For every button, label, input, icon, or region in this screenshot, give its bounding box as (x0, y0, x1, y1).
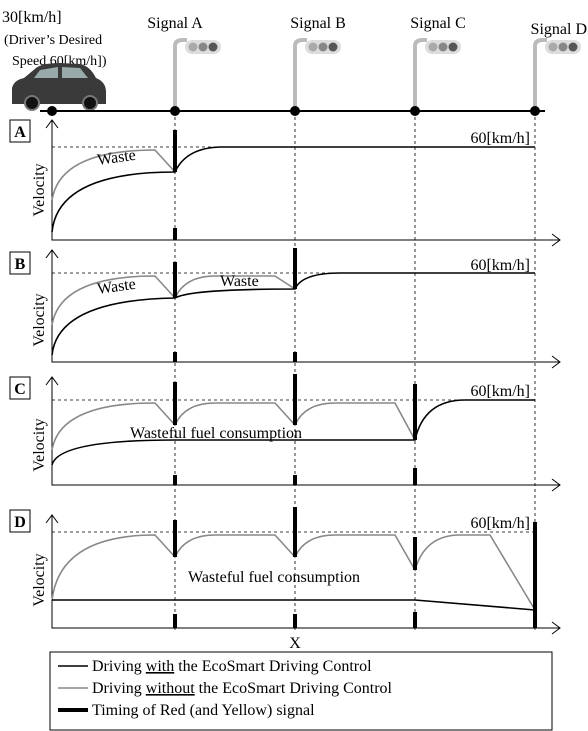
annotation: Wasteful fuel consumption (188, 569, 360, 586)
traffic-light-part (309, 43, 318, 52)
legend-text: Timing of Red (and Yellow) signal (92, 702, 315, 719)
traffic-light-part (329, 43, 338, 52)
traffic-light-part (535, 40, 547, 111)
traffic-light-part (209, 43, 218, 52)
legend-text: the EcoSmart Driving Control (195, 680, 393, 697)
target-speed: 60[km/h] (470, 130, 530, 147)
legend-entry: Timing of Red (and Yellow) signal (92, 702, 315, 719)
y-label: Velocity (31, 418, 48, 471)
signal-label: Signal B (290, 15, 346, 32)
panel-label: A (14, 124, 26, 141)
desired: (Driver’s Desired (4, 33, 102, 48)
traffic-light-part (449, 43, 458, 52)
legend-entry: Driving without the EcoSmart Driving Con… (92, 680, 393, 697)
panel-label: D (14, 514, 26, 531)
legend-text: Driving (92, 658, 146, 675)
signal-label: Signal D (531, 21, 587, 38)
legend-text: the EcoSmart Driving Control (174, 658, 372, 675)
traffic-light-part (319, 43, 328, 52)
annotation: Waste (220, 273, 259, 290)
y-label: Velocity (31, 293, 48, 346)
legend-text: with (146, 658, 174, 675)
signal-label: Signal C (410, 15, 466, 32)
diagram: 30[km/h] (Driver’s Desired Speed 60[km/h… (0, 0, 588, 731)
traffic-light-part (189, 43, 198, 52)
legend-text: Driving (92, 680, 146, 697)
annotation: Waste (96, 276, 137, 298)
speed: 30[km/h] (2, 9, 62, 26)
target-speed: 60[km/h] (470, 257, 530, 274)
legend-text: without (146, 680, 195, 697)
panel-labels (10, 120, 30, 532)
target-speed: 60[km/h] (470, 383, 530, 400)
traffic-light-part (569, 43, 578, 52)
legend-entry: Driving with the EcoSmart Driving Contro… (92, 658, 372, 675)
y-label: Velocity (31, 553, 48, 606)
car (12, 63, 106, 110)
traffic-light-part (429, 43, 438, 52)
traffic-light-part (439, 43, 448, 52)
x-label: X (289, 635, 301, 652)
signal-label: Signal A (147, 15, 203, 32)
annotation: Wasteful fuel consumption (130, 425, 302, 442)
signal-guide (175, 111, 535, 630)
traffic-light-part (549, 43, 558, 52)
target-speed: 60[km/h] (470, 515, 530, 532)
start-point (47, 106, 57, 116)
traffic-light-part (415, 40, 427, 111)
traffic-light-part (295, 40, 307, 111)
traffic-light-part (175, 40, 187, 111)
traffic-lights (170, 40, 581, 116)
traffic-light-part (199, 43, 208, 52)
y-label: Velocity (31, 163, 48, 216)
traffic-light-part (559, 43, 568, 52)
annotation: Waste (96, 147, 137, 169)
panel-label: B (15, 256, 26, 273)
panel-label: C (14, 381, 26, 398)
